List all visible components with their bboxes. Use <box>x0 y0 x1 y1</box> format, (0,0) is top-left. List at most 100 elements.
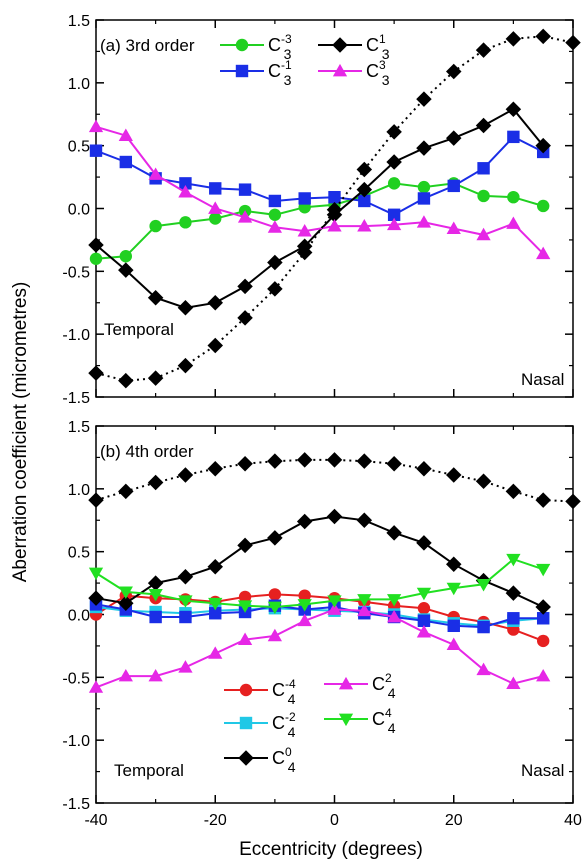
panel-b-point-c40dot <box>475 473 492 490</box>
panel-b-point-c4m2b <box>477 620 490 634</box>
panel-b-legend-marker-c4m2 <box>239 716 253 730</box>
panel-a-point-c33 <box>148 167 163 180</box>
panel-b-series-line-c4m4 <box>95 593 544 642</box>
panel-b-ytick-label: 1.5 <box>68 419 90 436</box>
panel-a-legend-marker-c3m1 <box>235 64 249 78</box>
panel-b-point-c44 <box>148 589 163 602</box>
panel-a-point-c33 <box>357 218 372 232</box>
panel-a-ytick-label: 1.5 <box>68 13 90 30</box>
panel-a-point-c33 <box>267 220 283 233</box>
panel-b-point-c40dot <box>505 483 522 500</box>
panel-b-point-c42 <box>506 676 521 689</box>
panel-a-title: (a) 3rd order <box>100 36 195 55</box>
panel-b-point-c40dot <box>386 455 402 472</box>
panel-a-point-c31dot <box>267 281 283 297</box>
panel-a-legend-label-c33: C3 3 <box>366 58 390 88</box>
panel-a-point-c31 <box>147 289 164 306</box>
panel-b-legend-label-c42: C2 4 <box>372 671 396 701</box>
panel-a-nasal-label: Nasal <box>521 370 564 389</box>
panel-b-point-c40dot <box>88 492 104 508</box>
panel-a-point-c33 <box>476 227 491 241</box>
panel-b-ytick-label: -0.5 <box>62 670 90 687</box>
panel-a-point-c31dot <box>386 124 402 140</box>
panel-a-point-c33 <box>178 185 193 198</box>
panel-a-series-line-c33 <box>95 125 544 255</box>
panel-b-title: (b) 4th order <box>100 442 194 461</box>
panel-b-point-c42 <box>416 624 432 638</box>
panel-a-point-c31 <box>475 117 492 134</box>
panel-a-series-line-c3m1 <box>95 135 544 216</box>
panel-a-ytick-label: 0.5 <box>68 139 90 156</box>
panel-a-point-c3m1 <box>447 179 460 193</box>
panel-a-legend-marker-c33 <box>332 63 348 77</box>
panel-a-point-c33 <box>327 218 342 232</box>
x-tick-label: 0 <box>330 812 339 829</box>
y-axis-label: Aberration coefficient (micrometres) <box>10 282 31 583</box>
panel-b-point-c44 <box>476 578 491 592</box>
panel-b-point-c40dot <box>446 467 462 483</box>
panel-a-legend-label-c3m3: C-3 3 <box>268 32 292 62</box>
panel-b-point-c40 <box>356 512 373 528</box>
panel-b-legend-marker-c44 <box>338 713 354 727</box>
panel-a-point-c3m1 <box>268 194 282 208</box>
panel-a-point-c31dot <box>88 365 104 381</box>
panel-a-point-c31 <box>446 130 462 146</box>
panel-a-point-c31dot <box>416 91 432 107</box>
panel-b-point-c44 <box>208 597 223 611</box>
panel-a-point-c31 <box>207 295 223 311</box>
panel-b-point-c42 <box>446 637 461 651</box>
panel-b-point-c44 <box>446 582 461 596</box>
panel-b-point-c4m2b <box>209 607 222 620</box>
panel-a-point-c31 <box>237 278 253 295</box>
panel-b-point-c40 <box>147 575 164 591</box>
panel-b-point-c40 <box>326 508 343 525</box>
panel-b-ytick-label: 1.0 <box>68 482 90 499</box>
panel-b-point-c42 <box>178 660 193 673</box>
panel-b-point-c4m2b <box>507 612 520 625</box>
panel-b-series-line-c40 <box>95 515 544 608</box>
panel-b-point-c44 <box>237 600 253 613</box>
panel-b-point-c42 <box>237 632 253 645</box>
panel-b-series-line-c4m2b <box>95 603 544 629</box>
panel-a-point-c31 <box>267 254 283 271</box>
panel-b-legend-marker-c42 <box>338 676 354 690</box>
x-tick-label: 20 <box>445 812 463 829</box>
panel-a-temporal-label: Temporal <box>104 320 174 339</box>
panel-b-point-c40 <box>118 595 134 611</box>
panel-b-point-c40dot <box>296 452 313 468</box>
panel-b-legend-label-c44: C4 4 <box>372 706 396 736</box>
panel-b-point-c40 <box>207 558 223 575</box>
panel-b-point-c40dot <box>118 483 134 500</box>
panel-b-temporal-label: Temporal <box>114 761 184 780</box>
panel-a-point-c3m1 <box>238 183 252 196</box>
panel-b-point-c44 <box>386 594 402 607</box>
panel-a-series-line-c3m3 <box>95 182 544 260</box>
panel-a-point-c31 <box>505 101 522 117</box>
panel-b-point-c40 <box>267 530 283 546</box>
panel-a-point-c3m3 <box>89 252 103 265</box>
panel-a-point-c31dot <box>326 202 343 218</box>
panel-b-point-c40dot <box>267 453 283 469</box>
panel-a-point-c31dot <box>296 244 313 261</box>
panel-b-point-c42 <box>357 603 372 617</box>
panel-a-point-c3m1 <box>507 130 520 144</box>
panel-b-nasal-label: Nasal <box>521 761 564 780</box>
panel-b-legend-marker-c40 <box>238 750 254 766</box>
panel-b-point-c4m2b <box>447 619 460 633</box>
panel-a-point-c31dot <box>118 372 134 389</box>
panel-b-series-line-c42 <box>95 608 544 689</box>
panel-b-point-c40dot <box>535 492 551 508</box>
panel-a-point-c31 <box>386 154 402 170</box>
x-tick-label: -40 <box>84 812 107 829</box>
panel-b-point-c40dot <box>416 460 432 477</box>
panel-a-point-c3m3 <box>536 199 550 213</box>
panel-b-point-c40dot <box>565 493 581 510</box>
panel-b-point-c44 <box>506 553 521 567</box>
panel-a-point-c33 <box>506 216 521 229</box>
panel-b-point-c40dot <box>356 453 373 469</box>
panel-a-legend-label-c31: C1 3 <box>366 32 390 62</box>
panel-b-point-c42 <box>297 613 312 627</box>
panel-b-point-c44 <box>118 586 133 600</box>
panel-a-point-c33 <box>416 215 432 228</box>
